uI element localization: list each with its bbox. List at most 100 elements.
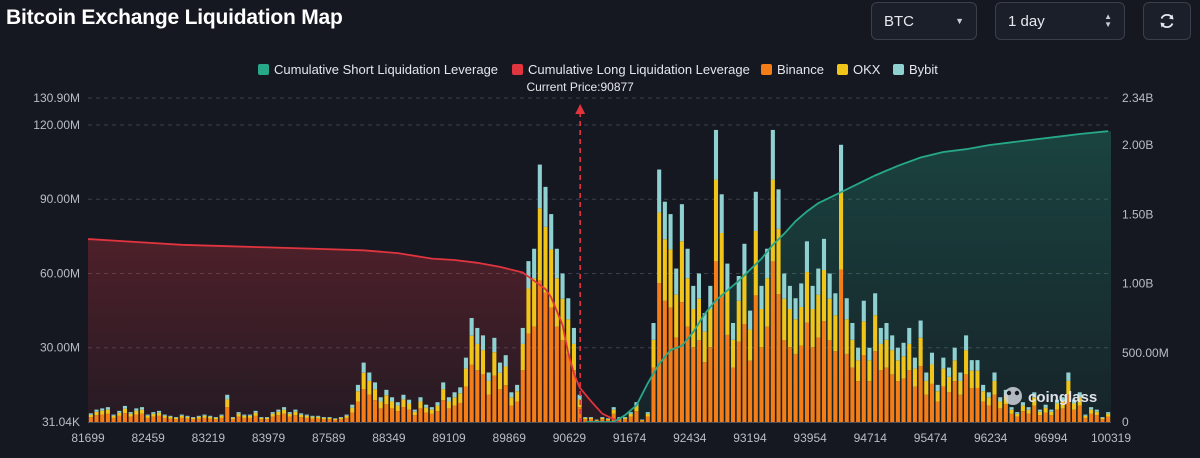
bar-binance [1094, 415, 1099, 422]
bar-okx [588, 417, 594, 420]
bar-bybit [935, 384, 940, 392]
bar-binance [202, 417, 207, 422]
bar-okx [850, 339, 855, 368]
bar-binance [543, 292, 548, 422]
bar-okx [372, 389, 378, 401]
bar-binance [566, 353, 571, 422]
bar-binance [333, 419, 338, 422]
bar-okx [486, 380, 491, 395]
bar-okx [230, 417, 235, 420]
bar-okx [765, 278, 770, 327]
bar-binance [901, 378, 906, 422]
bar-binance [793, 353, 798, 422]
bar-okx [640, 419, 645, 421]
bar-okx [276, 411, 281, 416]
bar-bybit [668, 214, 673, 250]
bar-bybit [674, 268, 679, 295]
bar-okx [515, 391, 520, 402]
bar-bybit [1106, 412, 1111, 414]
bar-binance [168, 418, 173, 422]
bar-binance [679, 302, 684, 422]
bar-bybit [384, 389, 389, 396]
bar-okx [247, 415, 253, 418]
y-right-tick: 2.00B [1122, 138, 1153, 152]
bar-binance [145, 417, 150, 422]
bar-okx [605, 418, 611, 420]
bar-okx [452, 397, 457, 406]
bar-okx [731, 339, 736, 368]
period-select[interactable]: 1 day ▲ ▼ [995, 2, 1125, 40]
bar-bybit [515, 384, 520, 392]
bar-binance [174, 419, 179, 422]
bar-okx [964, 350, 969, 375]
bar-binance [355, 401, 360, 422]
bar-okx [776, 228, 781, 295]
bar-binance [1106, 416, 1111, 422]
bar-okx [122, 408, 127, 414]
bar-bybit [901, 342, 906, 357]
legend-swatch [761, 64, 772, 75]
bar-binance [554, 326, 559, 422]
bar-okx [355, 391, 360, 402]
bar-bybit [975, 360, 980, 371]
bar-okx [571, 343, 576, 371]
bar-bybit [611, 407, 616, 410]
bar-bybit [560, 273, 565, 299]
bar-binance [890, 374, 895, 422]
bar-binance [100, 414, 105, 422]
bar-okx [873, 315, 878, 352]
bar-binance [196, 418, 201, 422]
bar-okx [213, 417, 218, 420]
bar-bybit [213, 417, 218, 418]
bar-okx [1026, 409, 1031, 414]
bar-bybit [713, 129, 719, 180]
bar-bybit [435, 402, 440, 406]
bar-binance [560, 340, 565, 422]
legend-swatch [512, 64, 523, 75]
bar-okx [378, 401, 383, 409]
bar-okx [623, 417, 628, 420]
bar-bybit [770, 129, 775, 180]
bar-okx [105, 409, 110, 414]
bar-okx [861, 321, 866, 356]
bar-bybit [753, 191, 758, 231]
bar-bybit [446, 397, 451, 402]
x-tick: 81699 [71, 431, 105, 445]
x-tick: 96234 [974, 431, 1008, 445]
bar-okx [242, 415, 247, 418]
page-title: Bitcoin Exchange Liquidation Map [6, 6, 343, 29]
x-tick: 93194 [733, 431, 767, 445]
symbol-select[interactable]: BTC ▼ [871, 2, 977, 40]
bar-binance [662, 300, 667, 422]
bar-bybit [94, 409, 99, 412]
bar-okx [134, 410, 139, 415]
bar-okx [708, 309, 713, 348]
bar-okx [270, 413, 275, 417]
bar-okx [679, 241, 684, 303]
bar-bybit [946, 367, 952, 377]
bar-okx [662, 239, 667, 301]
bar-okx [543, 226, 548, 293]
bar-okx [407, 403, 412, 410]
bar-binance [139, 413, 145, 422]
bar-binance [645, 416, 650, 422]
bar-binance [338, 419, 343, 422]
bar-okx [890, 350, 895, 375]
y-right-tick: 1.00B [1122, 277, 1153, 291]
bar-binance [588, 419, 594, 422]
legend-label: Bybit [909, 62, 938, 77]
bar-bybit [929, 352, 935, 365]
bar-okx [685, 278, 690, 327]
bar-binance [748, 360, 753, 422]
bar-bybit [543, 186, 548, 227]
bar-okx [1106, 413, 1111, 417]
bar-okx [958, 380, 963, 395]
bar-binance [1020, 411, 1025, 422]
bar-binance [1100, 419, 1105, 422]
bar-bybit [617, 417, 622, 418]
bar-binance [94, 415, 99, 422]
bar-okx [787, 309, 792, 348]
bar-okx [799, 306, 804, 346]
bar-binance [958, 394, 963, 422]
refresh-button[interactable] [1143, 2, 1191, 40]
